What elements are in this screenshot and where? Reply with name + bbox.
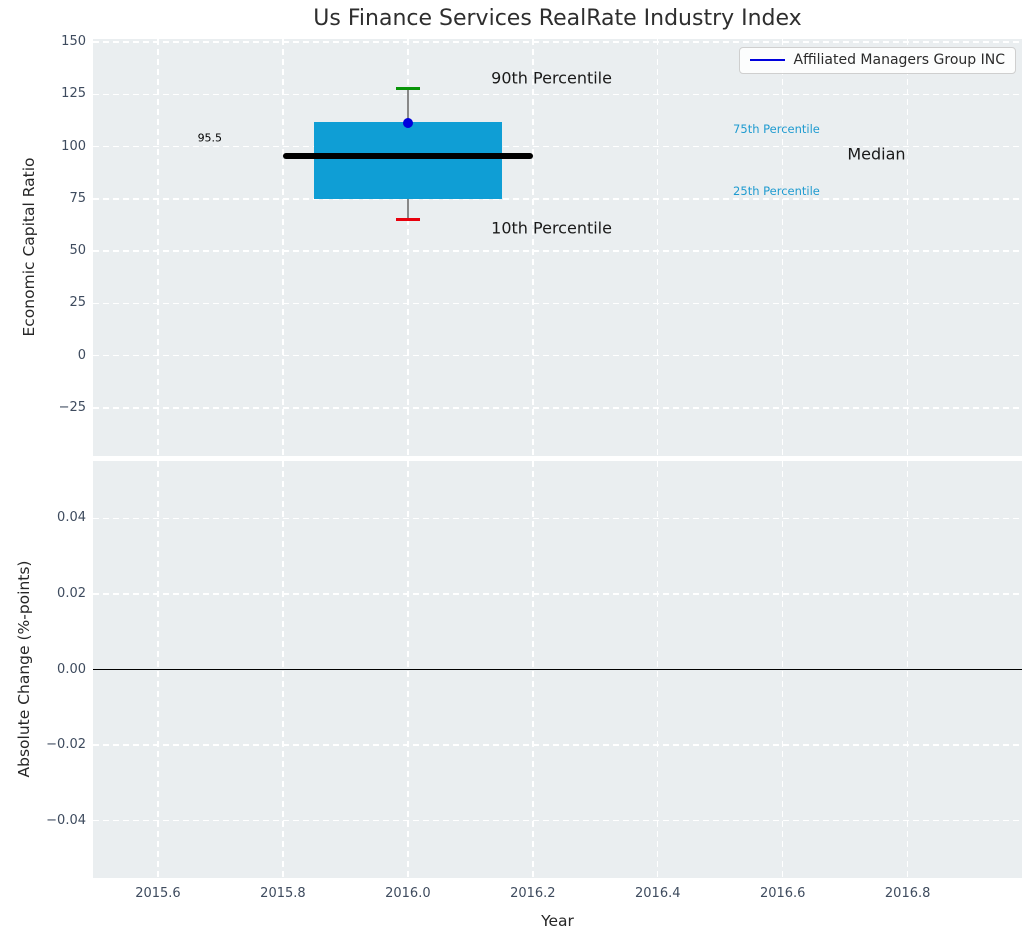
y-gridline <box>93 354 1022 357</box>
x-tick-label: 2016.0 <box>385 886 431 901</box>
company-data-point <box>402 117 413 128</box>
annotation-25th-percentile: 25th Percentile <box>733 183 820 198</box>
x-gridline <box>157 39 159 456</box>
y-gridline <box>93 145 1022 148</box>
x-tick-label: 2016.2 <box>510 886 556 901</box>
y-gridline <box>93 744 1022 746</box>
y-tick-label: 50 <box>69 243 86 259</box>
boxplot-median-line <box>282 152 533 160</box>
y-tick-label: 0.04 <box>57 510 86 526</box>
x-axis-label: Year <box>541 912 574 930</box>
y-tick-label: 125 <box>61 86 86 102</box>
boxplot-90th-percentile-cap <box>395 86 420 90</box>
legend-label: Affiliated Managers Group INC <box>793 52 1005 68</box>
y-tick-label: −25 <box>58 399 86 415</box>
x-gridline <box>782 39 784 456</box>
x-gridline <box>906 39 909 456</box>
zero-change-line <box>93 668 1022 671</box>
y-tick-label: 0 <box>77 347 86 363</box>
annotation-10th-percentile: 10th Percentile <box>491 218 612 238</box>
x-tick-label: 2015.6 <box>135 886 181 901</box>
x-gridline <box>657 39 659 456</box>
y-gridline <box>93 250 1022 252</box>
x-tick-label: 2016.4 <box>635 886 681 901</box>
y-tick-label: −0.04 <box>46 812 86 828</box>
x-tick-label: 2016.6 <box>759 886 806 901</box>
y-gridline <box>93 407 1022 409</box>
y-tick-label: 25 <box>69 295 86 311</box>
y-gridline <box>93 819 1022 822</box>
x-gridline <box>532 39 534 456</box>
boxplot-10th-percentile-cap <box>395 218 420 222</box>
annotation-median: Median <box>847 144 906 164</box>
y-tick-label: 0.00 <box>57 661 86 677</box>
y-tick-label: 150 <box>61 34 86 50</box>
y-gridline <box>93 93 1022 96</box>
y-tick-label: 0.02 <box>57 585 86 601</box>
y-tick-label: 75 <box>69 190 86 206</box>
boxplot-iqr-box <box>314 121 502 199</box>
y-gridline <box>93 302 1022 305</box>
y-gridline <box>93 41 1022 43</box>
annotation-75th-percentile: 75th Percentile <box>733 121 820 136</box>
x-gridline <box>407 39 409 456</box>
y-gridline <box>93 198 1022 200</box>
y-gridline <box>93 517 1022 520</box>
y-gridline <box>93 593 1022 595</box>
x-tick-label: 2016.8 <box>884 886 931 901</box>
annotation-95-5: 95.5 <box>197 131 223 145</box>
top-axes-plot-area <box>93 39 1022 456</box>
chart-title: Us Finance Services RealRate Industry In… <box>313 6 802 31</box>
legend-line-icon <box>749 59 785 61</box>
y-tick-label: 100 <box>61 138 86 154</box>
annotation-90th-percentile: 90th Percentile <box>491 68 612 88</box>
y-tick-label: −0.02 <box>46 737 86 753</box>
bottom-y-axis-label: Absolute Change (%-points) <box>15 560 33 778</box>
x-gridline <box>282 39 284 456</box>
x-tick-label: 2015.8 <box>260 886 306 901</box>
legend: Affiliated Managers Group INC <box>738 47 1016 74</box>
